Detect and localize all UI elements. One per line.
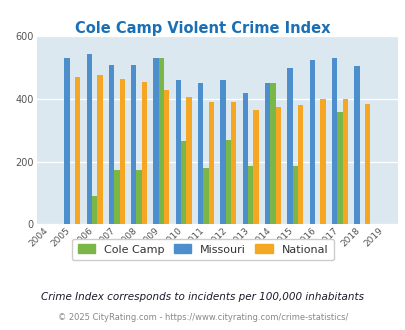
Bar [97, 76, 102, 224]
Bar [264, 83, 270, 224]
Bar [86, 53, 92, 224]
Legend: Cole Camp, Missouri, National: Cole Camp, Missouri, National [72, 239, 333, 260]
Bar [297, 105, 303, 224]
Bar [141, 82, 147, 224]
Bar [158, 58, 164, 224]
Bar [331, 58, 337, 224]
Bar [92, 196, 97, 224]
Bar [292, 166, 297, 224]
Bar [164, 90, 169, 224]
Bar [153, 58, 158, 224]
Text: © 2025 CityRating.com - https://www.cityrating.com/crime-statistics/: © 2025 CityRating.com - https://www.city… [58, 313, 347, 322]
Bar [119, 79, 125, 224]
Bar [208, 102, 213, 224]
Bar [109, 65, 114, 224]
Bar [225, 140, 230, 224]
Text: Cole Camp Violent Crime Index: Cole Camp Violent Crime Index [75, 21, 330, 36]
Bar [75, 77, 80, 224]
Bar [342, 99, 347, 224]
Bar [287, 68, 292, 224]
Text: Crime Index corresponds to incidents per 100,000 inhabitants: Crime Index corresponds to incidents per… [41, 292, 364, 302]
Bar [337, 112, 342, 224]
Bar [203, 168, 208, 224]
Bar [309, 60, 314, 224]
Bar [136, 170, 141, 224]
Bar [275, 107, 280, 224]
Bar [131, 65, 136, 224]
Bar [181, 141, 186, 224]
Bar [175, 80, 181, 224]
Bar [353, 66, 359, 224]
Bar [230, 102, 236, 224]
Bar [64, 58, 69, 224]
Bar [220, 80, 225, 224]
Bar [198, 83, 203, 224]
Bar [364, 104, 369, 224]
Bar [186, 97, 191, 224]
Bar [270, 83, 275, 224]
Bar [320, 99, 325, 224]
Bar [247, 166, 253, 224]
Bar [114, 170, 119, 224]
Bar [242, 93, 247, 224]
Bar [253, 110, 258, 224]
